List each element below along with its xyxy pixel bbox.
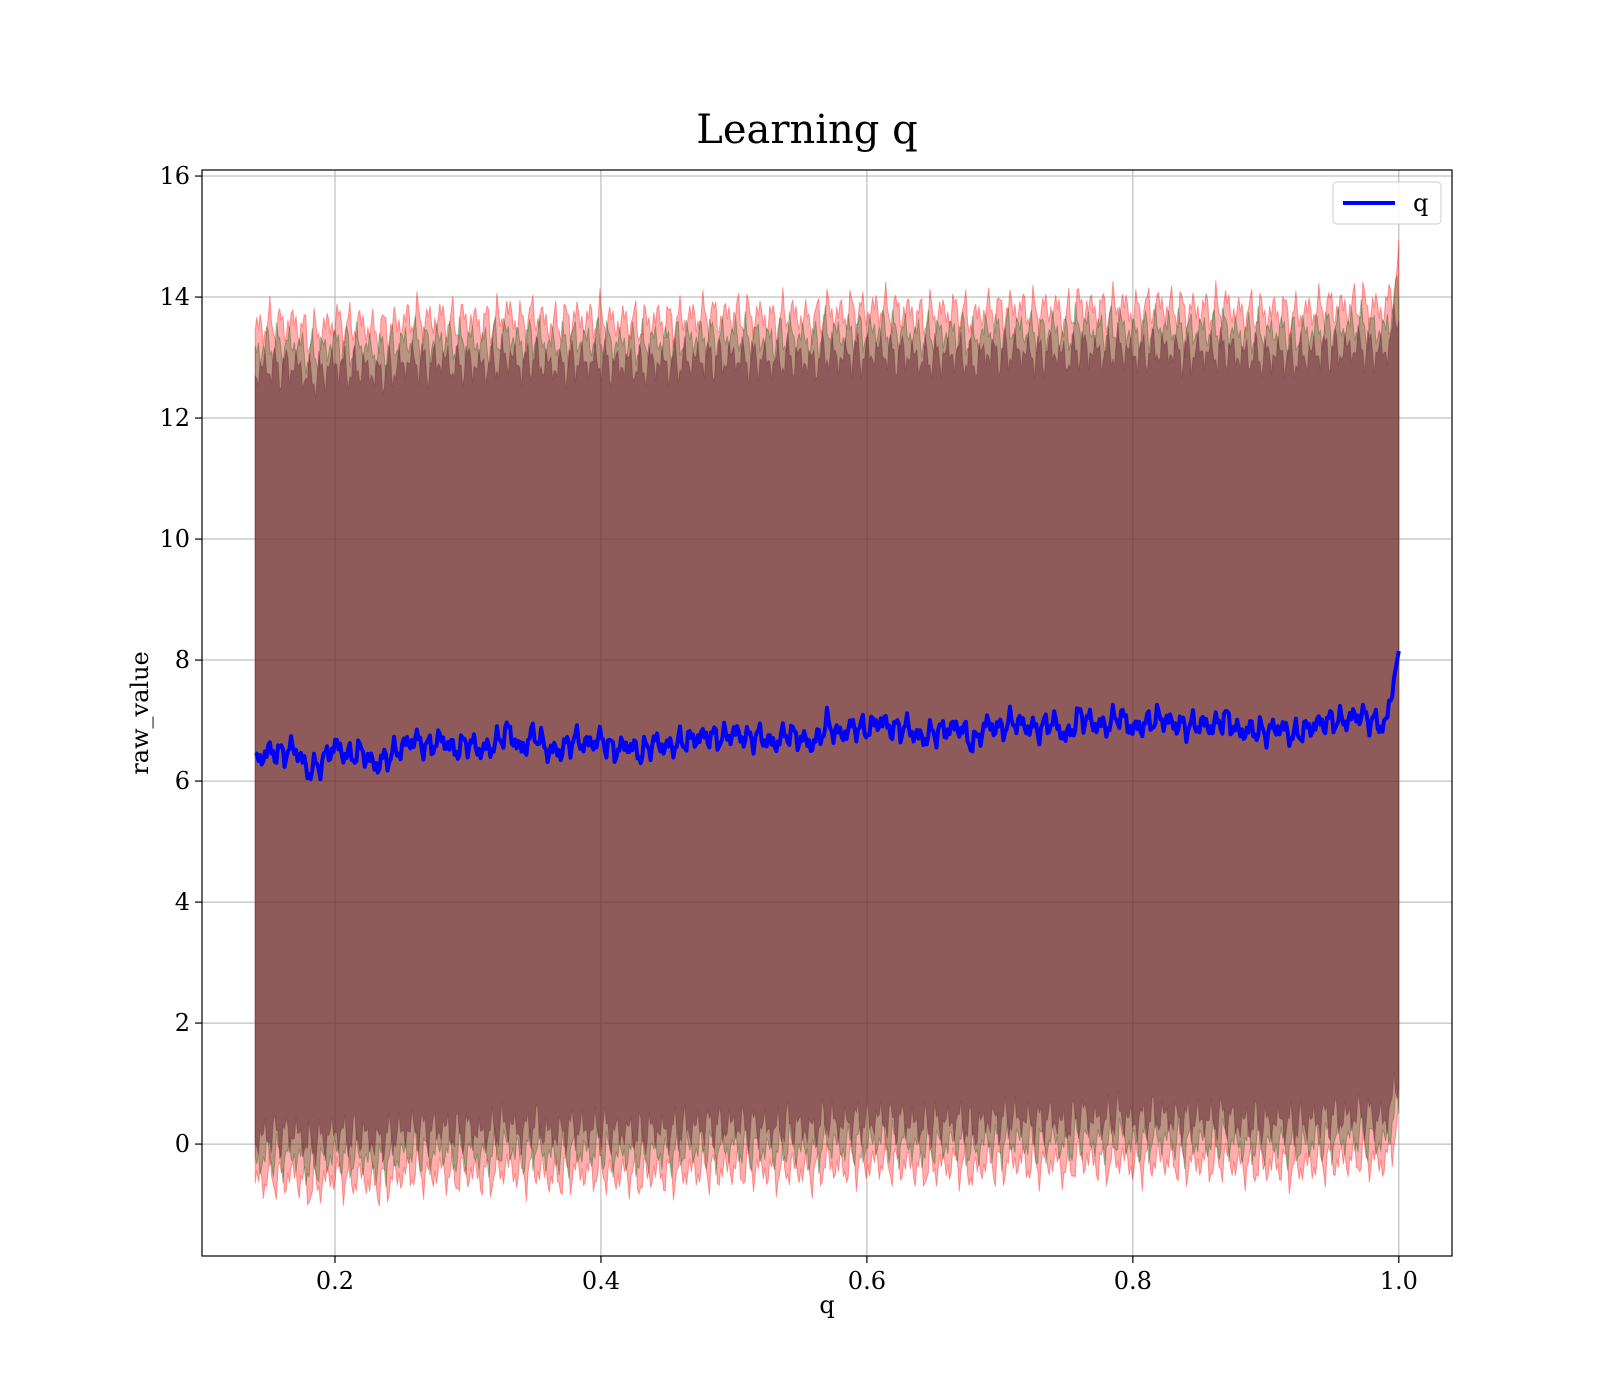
series-line-q: [254, 650, 1401, 782]
legend: q: [1332, 181, 1442, 225]
plot-frame: [201, 169, 1453, 1257]
x-axis-label: q: [819, 1291, 834, 1319]
confidence-bands: [254, 240, 1400, 1207]
x-axis-ticks: 0.2 0.4 0.6 0.8 1.0: [316, 1256, 1418, 1295]
y-tick-label: 6: [175, 767, 190, 795]
line-layer: [254, 650, 1401, 782]
legend-entry-q: q: [1413, 189, 1428, 217]
y-tick-label: 12: [159, 404, 190, 432]
y-tick-label: 16: [159, 162, 190, 190]
inner-band: [254, 303, 1400, 1167]
y-axis-ticks: 0 2 4 6 8 10 12 14 16: [159, 162, 202, 1158]
x-tick-label: 0.8: [1114, 1267, 1152, 1295]
chart-title: Learning q: [696, 107, 917, 153]
y-tick-label: 4: [175, 888, 190, 916]
y-tick-label: 2: [175, 1009, 190, 1037]
y-tick-label: 10: [159, 525, 190, 553]
y-tick-label: 14: [159, 283, 190, 311]
x-tick-label: 1.0: [1380, 1267, 1418, 1295]
y-tick-label: 8: [175, 646, 190, 674]
y-axis-label: raw_value: [126, 651, 154, 775]
x-tick-label: 0.2: [316, 1267, 354, 1295]
x-tick-label: 0.4: [582, 1267, 620, 1295]
x-tick-label: 0.6: [848, 1267, 886, 1295]
y-tick-label: 0: [175, 1130, 190, 1158]
